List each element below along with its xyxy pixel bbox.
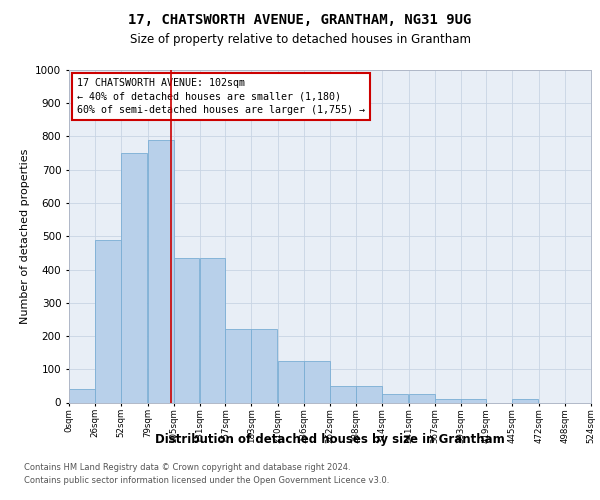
Bar	[148, 140, 173, 402]
Bar	[226, 330, 251, 402]
Bar	[434, 399, 461, 402]
Bar	[409, 394, 434, 402]
Bar	[304, 361, 330, 403]
Bar	[278, 361, 304, 403]
Bar	[356, 386, 382, 402]
Bar	[382, 394, 408, 402]
Bar	[69, 389, 95, 402]
Text: 17 CHATSWORTH AVENUE: 102sqm
← 40% of detached houses are smaller (1,180)
60% of: 17 CHATSWORTH AVENUE: 102sqm ← 40% of de…	[77, 78, 365, 114]
Text: Contains public sector information licensed under the Open Government Licence v3: Contains public sector information licen…	[24, 476, 389, 485]
Text: 17, CHATSWORTH AVENUE, GRANTHAM, NG31 9UG: 17, CHATSWORTH AVENUE, GRANTHAM, NG31 9U…	[128, 12, 472, 26]
Bar	[512, 399, 538, 402]
Bar	[330, 386, 356, 402]
Bar	[199, 258, 226, 402]
Bar	[461, 399, 487, 402]
Bar	[251, 330, 277, 402]
Text: Contains HM Land Registry data © Crown copyright and database right 2024.: Contains HM Land Registry data © Crown c…	[24, 462, 350, 471]
Text: Size of property relative to detached houses in Grantham: Size of property relative to detached ho…	[130, 32, 470, 46]
Y-axis label: Number of detached properties: Number of detached properties	[20, 148, 29, 324]
Text: Distribution of detached houses by size in Grantham: Distribution of detached houses by size …	[155, 432, 505, 446]
Bar	[95, 240, 121, 402]
Bar	[121, 153, 147, 402]
Bar	[173, 258, 199, 402]
